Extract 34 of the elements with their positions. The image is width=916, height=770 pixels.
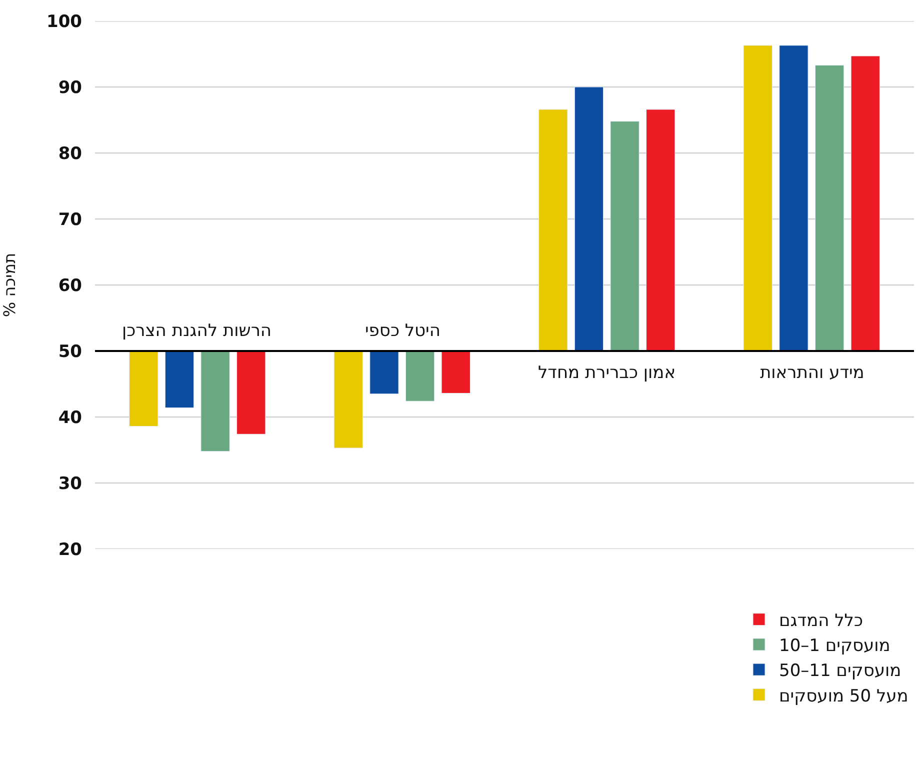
y-tick-label: 100 xyxy=(46,12,82,32)
x-tick-label: הרשות להגנת הצרכן xyxy=(122,321,272,341)
x-tick-label: היטל כספי xyxy=(365,321,440,341)
bar xyxy=(743,45,772,352)
bar xyxy=(850,56,880,352)
x-tick-label: מידע והתראות xyxy=(760,363,864,383)
bar xyxy=(129,350,158,426)
bar xyxy=(646,109,676,352)
y-tick-label: 70 xyxy=(58,210,82,230)
bar xyxy=(574,86,604,352)
y-tick-label: 60 xyxy=(58,276,82,296)
bar xyxy=(200,350,230,452)
y-tick-label: 80 xyxy=(58,144,82,164)
bar xyxy=(334,350,363,448)
y-axis-title: % תמיכה xyxy=(0,252,19,318)
bar xyxy=(538,109,568,352)
legend-label: 50–11 מועסקים xyxy=(779,661,902,682)
x-tick-label: אמון כברירת מחדל xyxy=(538,363,676,383)
bar xyxy=(236,350,266,434)
bar xyxy=(370,350,399,394)
bar xyxy=(441,350,470,394)
bar xyxy=(164,350,194,408)
y-tick-label: 50 xyxy=(58,342,82,362)
legend-label: כלל המדגם xyxy=(779,610,863,631)
y-tick-label: 90 xyxy=(58,78,82,98)
bar xyxy=(610,121,640,352)
y-tick-label: 20 xyxy=(58,540,82,560)
y-tick-label: 30 xyxy=(58,474,82,494)
bar xyxy=(779,45,808,352)
bar xyxy=(405,350,435,402)
legend-label: 10–1 מועסקים xyxy=(779,636,890,656)
legend-label: מעל 50 מועסקים xyxy=(779,686,908,706)
bar xyxy=(814,64,844,352)
y-tick-label: 40 xyxy=(58,408,82,428)
